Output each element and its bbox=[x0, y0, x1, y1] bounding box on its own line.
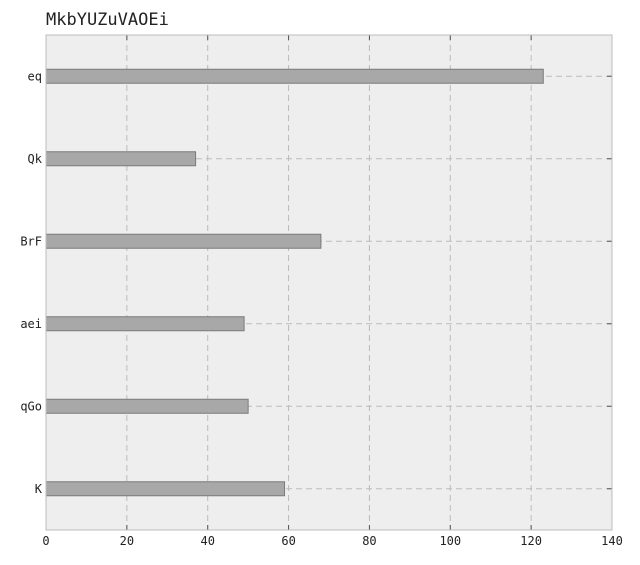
y-tick-label: K bbox=[35, 482, 43, 496]
y-tick-label: eq bbox=[28, 69, 42, 83]
y-tick-label: Qk bbox=[28, 152, 43, 166]
y-tick-label: BrF bbox=[20, 234, 42, 248]
y-tick-label: qGo bbox=[20, 399, 42, 413]
x-tick-label: 120 bbox=[520, 534, 542, 548]
bar-eq bbox=[45, 68, 544, 84]
x-tick-label: 60 bbox=[281, 534, 295, 548]
y-tick-label: aei bbox=[20, 317, 42, 331]
axes-frame bbox=[45, 34, 613, 531]
plot-area bbox=[46, 35, 612, 530]
chart-title: MkbYUZuVAOEi bbox=[46, 10, 169, 30]
x-tick-label: 0 bbox=[42, 534, 49, 548]
bar-aei bbox=[45, 316, 245, 332]
bar-qGo bbox=[45, 398, 249, 414]
bar-K bbox=[45, 481, 286, 497]
x-tick-label: 20 bbox=[120, 534, 134, 548]
bar-BrF bbox=[45, 233, 322, 249]
bar-Qk bbox=[45, 151, 197, 167]
x-tick-label: 140 bbox=[601, 534, 623, 548]
x-tick-label: 100 bbox=[439, 534, 461, 548]
x-tick-label: 40 bbox=[200, 534, 214, 548]
x-tick-label: 80 bbox=[362, 534, 376, 548]
